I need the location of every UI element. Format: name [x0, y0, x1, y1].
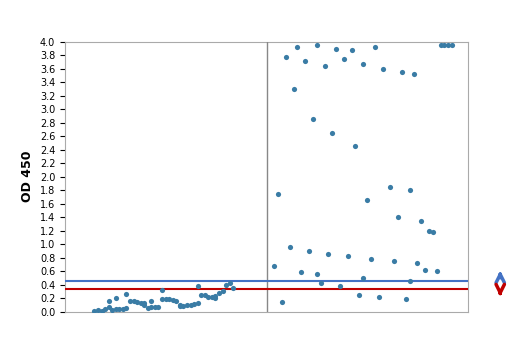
Point [367, 256, 375, 262]
Point [183, 303, 191, 308]
Point [97, 308, 106, 314]
Point [448, 43, 457, 48]
Point [129, 299, 138, 304]
Point [433, 268, 441, 274]
Point [340, 56, 348, 62]
Point [417, 218, 425, 223]
Point [144, 305, 152, 311]
Point [317, 280, 325, 286]
Point [386, 184, 395, 190]
Point [347, 47, 356, 53]
Y-axis label: OD 450: OD 450 [21, 151, 34, 203]
Point [158, 296, 166, 302]
Point [440, 43, 449, 48]
Point [112, 295, 120, 301]
Point [197, 293, 205, 298]
Point [274, 191, 282, 196]
Point [290, 86, 298, 92]
Point [119, 306, 127, 312]
Point [179, 303, 188, 309]
Point [154, 304, 163, 310]
Point [371, 44, 379, 49]
Point [140, 302, 148, 308]
Point [112, 307, 120, 312]
Point [172, 298, 180, 303]
Point [359, 275, 367, 281]
Point [140, 301, 148, 306]
Point [394, 214, 402, 220]
Point [413, 260, 422, 266]
Point [344, 253, 352, 259]
Point [133, 299, 141, 305]
Point [105, 299, 113, 304]
Point [165, 296, 173, 302]
Point [218, 288, 227, 294]
Point [122, 305, 131, 311]
Point [137, 300, 145, 306]
Point [282, 54, 290, 60]
Point [398, 69, 406, 75]
Point [151, 304, 159, 310]
Point [90, 308, 99, 314]
Point [444, 43, 452, 48]
Point [222, 282, 230, 287]
Point [193, 283, 202, 289]
Point [226, 280, 234, 286]
Point [193, 301, 202, 306]
Point [108, 307, 116, 313]
Point [313, 43, 321, 48]
Point [352, 144, 360, 149]
Point [190, 301, 198, 307]
Point [332, 46, 340, 51]
Point [379, 66, 387, 72]
Point [204, 294, 213, 300]
Point [168, 297, 177, 303]
Point [270, 263, 278, 268]
Point [122, 291, 131, 297]
Point [186, 302, 194, 308]
Point [409, 71, 418, 77]
Point [161, 296, 170, 301]
Point [147, 304, 155, 310]
Point [313, 272, 321, 277]
Point [293, 44, 302, 50]
Point [158, 287, 166, 293]
Point [101, 306, 109, 312]
Point [425, 228, 433, 233]
Point [359, 61, 367, 66]
Point [305, 248, 313, 254]
Point [355, 292, 363, 298]
Point [147, 299, 155, 304]
Point [201, 292, 209, 298]
Point [229, 285, 238, 291]
Point [278, 299, 286, 305]
Point [436, 43, 445, 48]
Point [176, 303, 184, 308]
Point [401, 296, 410, 302]
Point [320, 63, 329, 68]
Point [211, 295, 219, 301]
Point [211, 293, 219, 299]
Point [285, 245, 294, 250]
Point [363, 197, 371, 203]
Point [390, 258, 398, 264]
Point [126, 298, 134, 303]
Point [421, 267, 430, 273]
Point [215, 290, 223, 295]
Point [207, 295, 216, 300]
Point [94, 307, 102, 313]
Point [105, 304, 113, 310]
Point [324, 251, 333, 257]
Point [406, 278, 414, 284]
Point [336, 283, 344, 289]
Point [176, 303, 184, 309]
Point [297, 270, 305, 275]
Point [328, 130, 336, 136]
Point [374, 294, 383, 300]
Point [301, 58, 309, 64]
Point [309, 117, 317, 122]
Point [115, 307, 123, 312]
Point [428, 229, 437, 235]
Point [406, 188, 414, 193]
